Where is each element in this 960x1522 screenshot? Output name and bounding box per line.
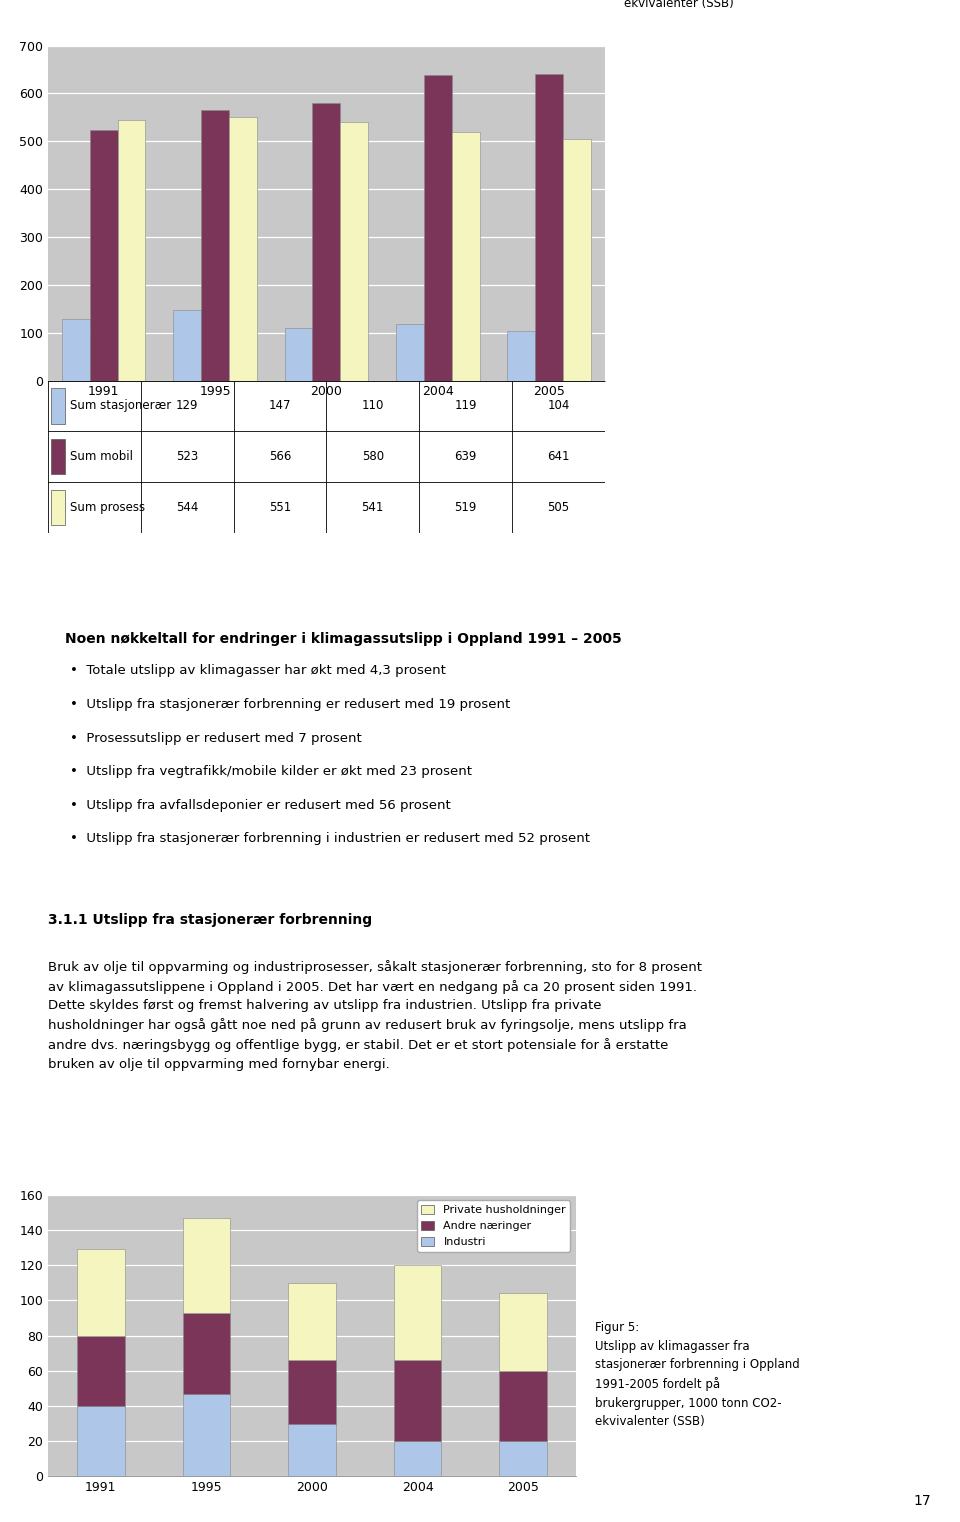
Bar [182,1312,230,1394]
Bar [340,122,368,380]
Bar [563,139,590,380]
Bar [288,1361,336,1423]
Bar [284,327,312,380]
Bar [51,438,64,475]
Bar [51,388,64,423]
Text: 3.1.1 Utslipp fra stasjonerær forbrenning: 3.1.1 Utslipp fra stasjonerær forbrennin… [48,913,372,927]
Bar [499,1441,547,1476]
Text: •  Utslipp fra vegtrafikk/mobile kilder er økt med 23 prosent: • Utslipp fra vegtrafikk/mobile kilder e… [69,766,471,778]
Text: Bruk av olje til oppvarming og industriprosesser, såkalt stasjonerær forbrenning: Bruk av olje til oppvarming og industrip… [48,960,702,1071]
Bar [173,310,202,380]
Bar [182,1218,230,1312]
Text: Sum stasjonerær: Sum stasjonerær [70,399,172,412]
Bar [396,324,423,380]
Bar [202,110,229,380]
Bar [288,1423,336,1476]
Bar [394,1265,442,1361]
Bar [394,1361,442,1441]
Text: 129: 129 [176,399,199,412]
Text: 541: 541 [362,501,384,514]
Bar [182,1394,230,1476]
Bar [61,318,90,380]
Text: 523: 523 [176,451,199,463]
Text: Figur 5:
Utslipp av klimagasser fra
stasjonerær forbrenning i Oppland
1991-2005 : Figur 5: Utslipp av klimagasser fra stas… [595,1321,800,1429]
Text: 104: 104 [547,399,569,412]
Bar [507,330,536,380]
Text: 639: 639 [454,451,477,463]
Text: Noen nøkkeltall for endringer i klimagassutslipp i Oppland 1991 – 2005: Noen nøkkeltall for endringer i klimagas… [65,633,622,647]
Text: •  Prosessutslipp er redusert med 7 prosent: • Prosessutslipp er redusert med 7 prose… [69,732,361,744]
Legend: Private husholdninger, Andre næringer, Industri: Private husholdninger, Andre næringer, I… [417,1201,570,1251]
Text: •  Utslipp fra stasjonerær forbrenning er redusert med 19 prosent: • Utslipp fra stasjonerær forbrenning er… [69,699,510,711]
Text: Figur 4:
Utslipp av klimagasser i
Oppland 1991-2005
fordelt på hovedkilder,
1000: Figur 4: Utslipp av klimagasser i Opplan… [624,0,766,11]
Bar [394,1441,442,1476]
Bar [451,132,480,380]
Text: 17: 17 [914,1493,931,1508]
Bar [536,75,563,380]
Text: 551: 551 [269,501,291,514]
Bar [499,1371,547,1441]
Bar [77,1336,125,1406]
Bar [77,1406,125,1476]
Bar [313,103,340,380]
Bar [499,1294,547,1371]
Bar [90,131,118,380]
Bar [118,120,146,380]
Text: 519: 519 [454,501,477,514]
Bar [288,1283,336,1361]
Text: 110: 110 [362,399,384,412]
Bar [424,75,451,380]
Text: 147: 147 [269,399,291,412]
Text: •  Totale utslipp av klimagasser har økt med 4,3 prosent: • Totale utslipp av klimagasser har økt … [69,664,445,677]
Text: 119: 119 [454,399,477,412]
Bar [77,1250,125,1336]
Text: 544: 544 [176,501,199,514]
Text: •  Utslipp fra avfallsdeponier er redusert med 56 prosent: • Utslipp fra avfallsdeponier er reduser… [69,799,450,811]
Bar [229,117,257,380]
Text: 641: 641 [547,451,569,463]
Text: 580: 580 [362,451,384,463]
Text: Sum prosess: Sum prosess [70,501,145,514]
Bar [51,490,64,525]
Text: •  Utslipp fra stasjonerær forbrenning i industrien er redusert med 52 prosent: • Utslipp fra stasjonerær forbrenning i … [69,833,589,845]
Text: Sum mobil: Sum mobil [70,451,133,463]
Text: 566: 566 [269,451,291,463]
Text: 505: 505 [547,501,569,514]
